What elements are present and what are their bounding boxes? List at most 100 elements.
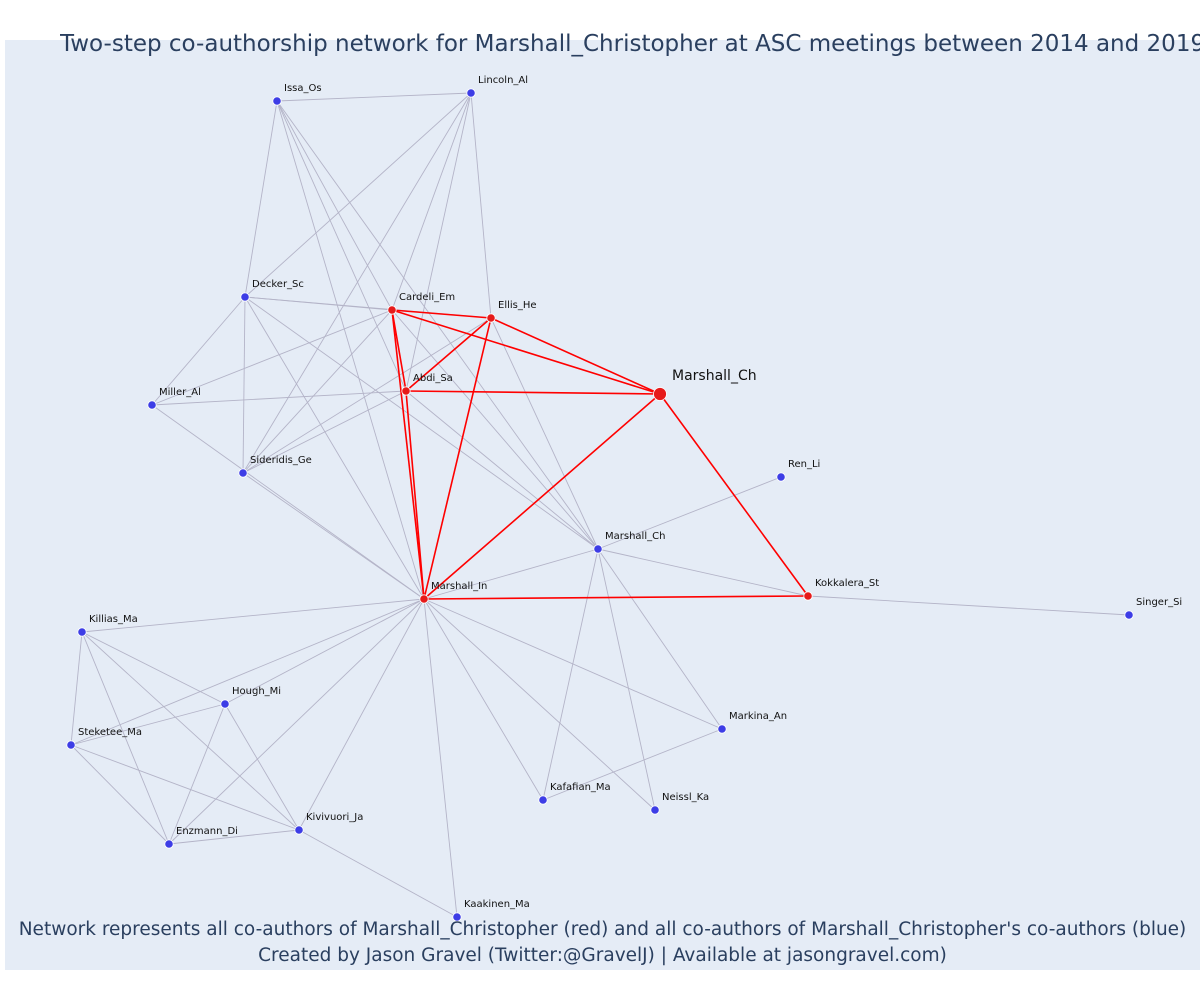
- edge-miller_al-abdi_sa: [151, 390, 407, 406]
- edge-issa_os-cardeli_em: [276, 100, 393, 311]
- node-kivivuori_ja[interactable]: [294, 825, 304, 835]
- node-label-kafafian_ma: Kafafian_Ma: [550, 782, 611, 793]
- node-label-marshall_ch_2: Marshall_Ch: [605, 531, 665, 542]
- edge-marshall_ch_2-ren_li: [597, 476, 782, 550]
- caption-line-1: Network represents all co-authors of Mar…: [18, 919, 1187, 940]
- edge-decker_sc-marshall_ch_2: [244, 296, 599, 550]
- node-label-marshall_in: Marshall_In: [431, 581, 487, 592]
- node-label-decker_sc: Decker_Sc: [252, 279, 304, 290]
- node-ellis_he[interactable]: [486, 313, 496, 323]
- edge-ellis_he-abdi_sa: [405, 317, 492, 392]
- node-kaakinen_ma[interactable]: [452, 912, 462, 922]
- edge-lincoln_al-sideridis_ge: [242, 92, 472, 474]
- node-hough_mi[interactable]: [220, 699, 230, 709]
- edge-enzmann_di-kivivuori_ja: [168, 829, 300, 845]
- node-decker_sc[interactable]: [240, 292, 250, 302]
- edge-miller_al-marshall_in: [151, 404, 425, 600]
- node-neissl_ka[interactable]: [650, 805, 660, 815]
- node-sideridis_ge[interactable]: [238, 468, 248, 478]
- nodes-layer: [66, 88, 1134, 922]
- node-kokkalera_st[interactable]: [803, 591, 813, 601]
- node-issa_os[interactable]: [272, 96, 282, 106]
- chart-title: Two-step co-authorship network for Marsh…: [60, 31, 1200, 57]
- node-steketee_ma[interactable]: [66, 740, 76, 750]
- edge-sideridis_ge-abdi_sa: [242, 390, 407, 474]
- node-lincoln_al[interactable]: [466, 88, 476, 98]
- edge-sideridis_ge-marshall_in: [242, 472, 425, 600]
- edge-issa_os-decker_sc: [244, 100, 278, 298]
- edge-miller_al-cardeli_em: [151, 309, 393, 406]
- node-markina_an[interactable]: [717, 724, 727, 734]
- node-label-cardeli_em: Cardeli_Em: [399, 292, 455, 303]
- edge-kafafian_ma-markina_an: [542, 728, 723, 801]
- caption-line-2: Created by Jason Gravel (Twitter:@Gravel…: [258, 945, 947, 966]
- node-label-ren_li: Ren_Li: [788, 459, 820, 470]
- edge-sideridis_ge-ellis_he: [242, 317, 492, 474]
- node-marshall_ch_2[interactable]: [593, 544, 603, 554]
- edge-hough_mi-kivivuori_ja: [224, 703, 300, 831]
- node-ren_li[interactable]: [776, 472, 786, 482]
- edge-hough_mi-steketee_ma: [70, 703, 226, 746]
- edge-marshall_ch_2-kokkalera_st: [597, 548, 809, 597]
- node-label-miller_al: Miller_Al: [159, 387, 201, 398]
- edge-hough_mi-enzmann_di: [168, 703, 226, 845]
- plot-area: [5, 40, 1200, 970]
- edge-steketee_ma-kivivuori_ja: [70, 744, 300, 831]
- edge-marshall_ch_2-markina_an: [597, 548, 723, 730]
- node-label-ellis_he: Ellis_He: [498, 300, 537, 311]
- edge-killias_ma-enzmann_di: [81, 631, 170, 845]
- node-label-steketee_ma: Steketee_Ma: [78, 727, 142, 738]
- edge-marshall_in-markina_an: [423, 598, 723, 730]
- edges-layer: [70, 92, 1130, 918]
- node-label-killias_ma: Killias_Ma: [89, 614, 138, 625]
- edge-cardeli_em-abdi_sa: [391, 309, 407, 392]
- edge-killias_ma-kivivuori_ja: [81, 631, 300, 831]
- node-label-issa_os: Issa_Os: [284, 83, 322, 94]
- node-marshall_in[interactable]: [419, 594, 429, 604]
- edge-issa_os-lincoln_al: [276, 92, 472, 102]
- edge-lincoln_al-ellis_he: [470, 92, 492, 319]
- node-label-enzmann_di: Enzmann_Di: [176, 826, 238, 837]
- edge-marshall_in-kafafian_ma: [423, 598, 544, 801]
- node-label-singer_si: Singer_Si: [1136, 597, 1182, 608]
- edge-marshall_ch_2-kafafian_ma: [542, 548, 599, 801]
- node-label-sideridis_ge: Sideridis_Ge: [250, 455, 312, 466]
- node-marshall_ch_focal[interactable]: [653, 387, 667, 401]
- edge-issa_os-abdi_sa: [276, 100, 407, 392]
- node-label-markina_an: Markina_An: [729, 711, 787, 722]
- edge-kokkalera_st-singer_si: [807, 595, 1130, 616]
- node-killias_ma[interactable]: [77, 627, 87, 637]
- node-label-kokkalera_st: Kokkalera_St: [815, 578, 879, 589]
- edge-ellis_he-marshall_in: [423, 317, 492, 600]
- edge-marshall_ch_focal-kokkalera_st: [659, 393, 809, 597]
- edge-decker_sc-miller_al: [151, 296, 246, 406]
- edge-issa_os-marshall_in: [276, 100, 425, 600]
- edge-marshall_ch_2-neissl_ka: [597, 548, 656, 811]
- edge-marshall_in-enzmann_di: [168, 598, 425, 845]
- edge-marshall_in-hough_mi: [224, 598, 425, 705]
- edge-abdi_sa-marshall_in: [405, 390, 425, 600]
- node-label-abdi_sa: Abdi_Sa: [413, 373, 453, 384]
- edge-marshall_in-kokkalera_st: [423, 595, 809, 600]
- node-kafafian_ma[interactable]: [538, 795, 548, 805]
- labels-layer: Marshall_Ch Cardeli_Em Ellis_He Abdi_Sa Mars…: [78, 75, 1182, 910]
- edge-lincoln_al-abdi_sa: [405, 92, 472, 392]
- node-singer_si[interactable]: [1124, 610, 1134, 620]
- node-label-neissl_ka: Neissl_Ka: [662, 792, 709, 803]
- node-miller_al[interactable]: [147, 400, 157, 410]
- edge-steketee_ma-enzmann_di: [70, 744, 170, 845]
- node-abdi_sa[interactable]: [401, 386, 411, 396]
- edge-sideridis_ge-cardeli_em: [242, 309, 393, 474]
- edge-killias_ma-hough_mi: [81, 631, 226, 705]
- edge-decker_sc-sideridis_ge: [242, 296, 246, 474]
- node-cardeli_em[interactable]: [387, 305, 397, 315]
- node-label-kivivuori_ja: Kivivuori_Ja: [306, 812, 363, 823]
- edge-marshall_ch_focal-ellis_he: [490, 317, 661, 395]
- node-label-marshall_ch_focal: Marshall_Ch: [672, 368, 757, 384]
- edge-marshall_in-kaakinen_ma: [423, 598, 458, 918]
- edge-marshall_ch_2-cardeli_em: [391, 309, 599, 550]
- node-enzmann_di[interactable]: [164, 839, 174, 849]
- edge-decker_sc-marshall_in: [244, 296, 425, 600]
- edge-marshall_ch_focal-abdi_sa: [405, 390, 661, 395]
